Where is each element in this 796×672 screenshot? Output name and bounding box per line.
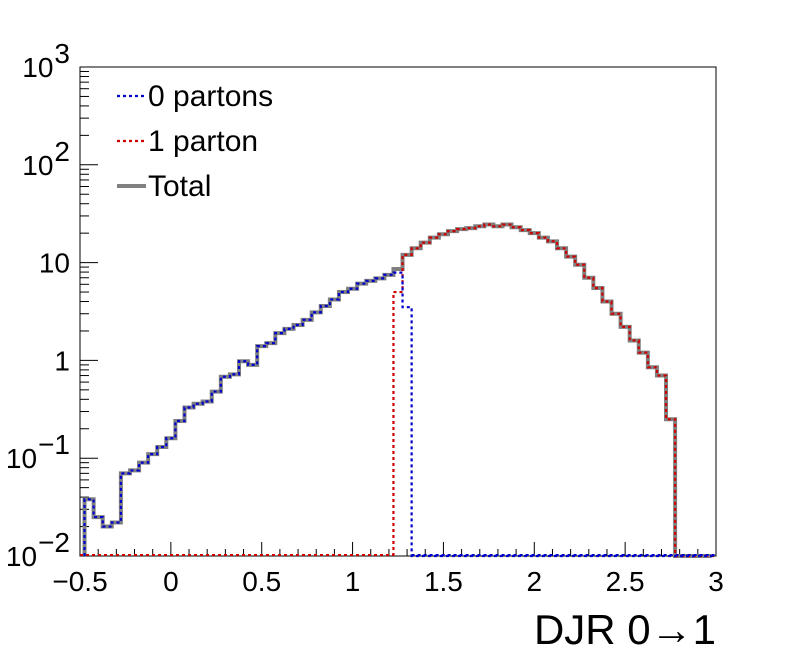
y-tick-label: 1 <box>54 345 70 376</box>
y-tick-exponent: −1 <box>38 429 70 460</box>
y-tick-exponent: −2 <box>38 527 70 558</box>
y-tick-label: 10 <box>6 443 37 474</box>
x-tick-label: −0.5 <box>52 566 107 597</box>
y-tick-label: 10 <box>22 52 53 83</box>
y-tick-label: 10 <box>6 541 37 572</box>
legend-label-1-parton: 1 parton <box>148 125 258 158</box>
legend-label-total: Total <box>148 170 211 203</box>
x-tick-label: 1 <box>345 566 361 597</box>
legend-label-0-partons: 0 partons <box>148 80 273 113</box>
y-tick-label: 10 <box>22 150 53 181</box>
plot-frame <box>79 66 717 557</box>
series-layer <box>80 222 716 558</box>
x-tick-labels: −0.5 0 0.5 1 1.5 2 2.5 3 <box>52 566 723 597</box>
x-tick-label: 1.5 <box>424 566 463 597</box>
1-parton-series <box>392 223 716 558</box>
x-tick-label: 0.5 <box>242 566 281 597</box>
0-partons-series <box>83 271 716 558</box>
x-tick-label: 0 <box>163 566 179 597</box>
y-tick-exponent: 2 <box>54 136 70 167</box>
x-tick-label: 2 <box>526 566 542 597</box>
x-tick-label: 2.5 <box>606 566 645 597</box>
legend: 0 partons 1 parton Total <box>117 80 273 203</box>
y-tick-label: 10 <box>39 248 70 279</box>
x-tick-label: 3 <box>708 566 724 597</box>
y-tick-exponent: 3 <box>54 38 70 69</box>
total-series <box>82 222 712 558</box>
x-axis-title: DJR 0→1 <box>534 606 716 653</box>
